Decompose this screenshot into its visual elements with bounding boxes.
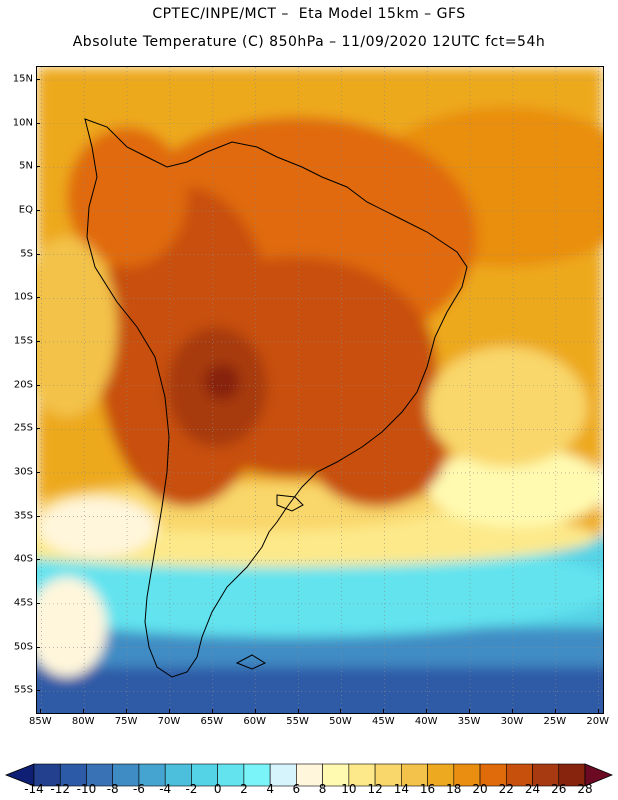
colorbar-label: 0 [213,782,222,796]
lat-tick-label: 5S [20,248,33,260]
lat-tick-label: EQ [18,204,33,216]
colorbar-label: 28 [577,782,593,796]
lon-tick-label: 25W [543,716,567,727]
lon-tick [297,709,299,713]
lat-tick [36,210,40,212]
lat-tick-label: 30S [13,466,33,478]
colorbar-label: -14 [24,782,44,796]
lon-tick-label: 55W [286,716,309,727]
lat-tick-label: 35S [13,510,33,522]
lat-tick [36,690,40,692]
lon-tick [211,709,213,713]
lon-tick-label: 20W [586,716,610,727]
lat-tick [36,471,40,473]
coastlines [84,118,468,678]
lat-tick-label: 40S [13,553,33,565]
colorbar-label: -4 [159,782,172,796]
colorbar-label: 26 [551,782,567,796]
lat-tick-label: 15S [13,335,33,347]
colorbar-label: 18 [446,782,462,796]
lon-tick [597,709,599,713]
colorbar-label: 8 [318,782,327,796]
lon-tick [383,709,385,713]
lon-tick [40,709,42,713]
lat-tick [36,602,40,604]
chart-title: CPTEC/INPE/MCT – Eta Model 15km – GFS [152,6,466,22]
lat-tick [36,297,40,299]
lon-tick [254,709,256,713]
lon-tick [83,709,85,713]
lon-tick [554,709,556,713]
lat-tick-label: 55S [13,684,33,696]
colorbar-high-extension [584,763,614,787]
lat-tick [36,122,40,124]
colorbar-label: 10 [341,782,357,796]
colorbar-label: -8 [106,782,119,796]
lon-tick [126,709,128,713]
lon-tick-label: 75W [114,716,138,727]
lat-tick [36,515,40,517]
colorbar-label: 22 [498,782,514,796]
colorbar-label: 20 [472,782,488,796]
lon-tick-label: 65W [200,716,224,727]
lat-tick [36,79,40,81]
lat-tick [36,166,40,168]
lat-tick-label: 25S [13,422,33,434]
lat-tick-label: 20S [13,379,33,391]
lat-tick [36,340,40,342]
colorbar-label: 14 [393,782,409,796]
lat-tick-label: 15N [12,73,33,85]
lat-tick-label: 10N [12,117,33,129]
colorbar-label: 16 [419,782,436,796]
colorbar-label: -12 [50,782,71,796]
colorbar-label: -10 [76,782,97,796]
lon-tick-label: 60W [243,716,266,727]
lon-tick-label: 30W [500,716,524,727]
lat-tick [36,559,40,561]
lat-tick-label: 5N [19,160,33,172]
lat-tick-label: 45S [13,597,33,609]
lat-tick [36,428,40,430]
colorbar-label: 4 [266,782,274,796]
lon-tick-label: 35W [457,716,481,727]
lat-tick [36,384,40,386]
lat-tick [36,253,40,255]
lon-tick-label: 85W [28,716,52,727]
chart-subtitle: Absolute Temperature (C) 850hPa – 11/09/… [72,34,546,50]
colorbar-label: 6 [292,782,301,796]
lat-tick-label: 50S [13,641,33,653]
colorbar-label: 24 [524,782,541,796]
lon-tick [469,709,471,713]
lon-tick [511,709,513,713]
lon-tick-label: 40W [414,716,438,727]
colorbar-label: 2 [240,782,248,796]
lat-tick [36,646,40,648]
lon-tick [168,709,170,713]
colorbar-label: -6 [132,782,145,796]
lon-tick [340,709,342,713]
colorbar-label: -2 [185,782,198,796]
colorbar [4,763,614,787]
temperature-map [37,67,603,713]
lon-tick-label: 80W [71,716,95,727]
lon-tick [426,709,428,713]
temperature-field [37,67,603,713]
map-panel [36,66,604,714]
lon-tick-label: 70W [157,716,181,727]
lon-tick-label: 45W [372,716,395,727]
lat-tick-label: 10S [13,291,33,303]
lon-tick-label: 50W [329,716,352,727]
colorbar-label: 12 [367,782,383,796]
